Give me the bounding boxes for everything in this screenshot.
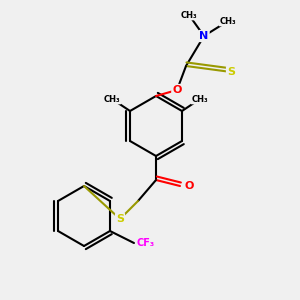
Text: CH₃: CH₃	[192, 94, 208, 103]
Text: N: N	[200, 31, 208, 41]
Text: O: O	[184, 181, 194, 191]
Text: S: S	[116, 214, 124, 224]
Text: CH₃: CH₃	[104, 94, 120, 103]
Text: O: O	[172, 85, 182, 95]
Text: S: S	[227, 67, 235, 77]
Text: CH₃: CH₃	[181, 11, 197, 20]
Text: CH₃: CH₃	[220, 16, 236, 26]
Text: CF₃: CF₃	[137, 238, 155, 248]
